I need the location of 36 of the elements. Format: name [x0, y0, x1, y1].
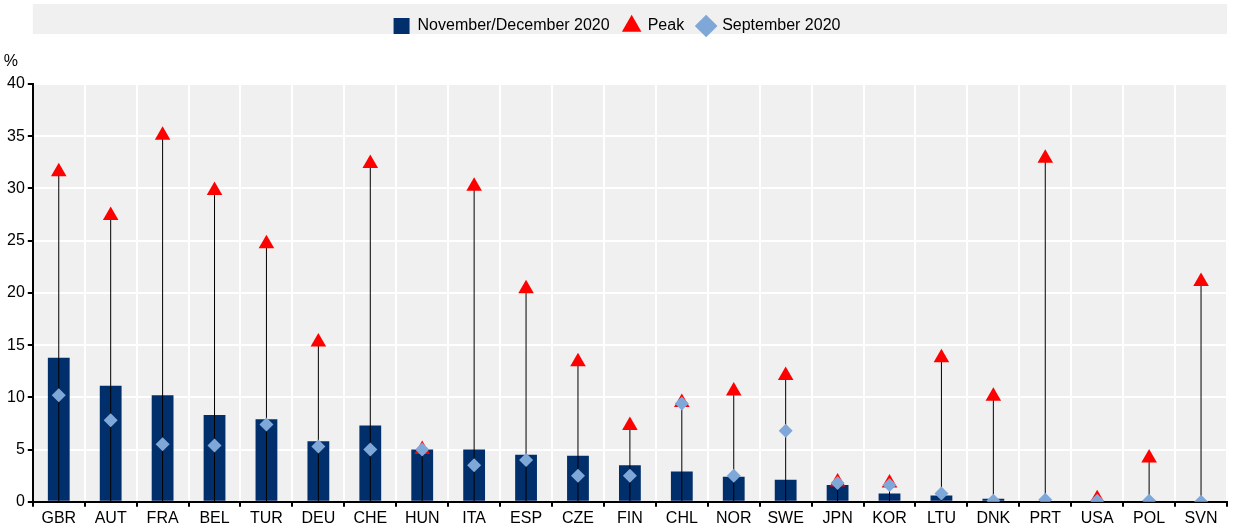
y-tick-label: 10 — [7, 387, 25, 405]
y-tick-label: 5 — [15, 439, 25, 457]
x-tick-label: NOR — [715, 508, 752, 526]
x-tick-label: PRT — [1029, 508, 1062, 526]
x-tick-label: FIN — [617, 508, 643, 526]
x-tick-label: JPN — [822, 508, 853, 526]
x-tick-label: DNK — [976, 508, 1011, 526]
x-tick-label: CHE — [353, 508, 388, 526]
y-tick-label: 20 — [7, 283, 25, 301]
x-tick-label: GBR — [41, 508, 77, 526]
y-axis-title: % — [3, 52, 18, 70]
y-tick-label: 15 — [7, 335, 25, 353]
x-tick-label: LTU — [926, 508, 956, 526]
x-tick-label: KOR — [872, 508, 907, 526]
x-tick-label: CZE — [561, 508, 594, 526]
y-tick-label: 35 — [7, 126, 25, 144]
y-tick-label: 0 — [15, 492, 25, 510]
y-tick-label: 40 — [7, 74, 25, 92]
x-tick-label: AUT — [94, 508, 127, 526]
x-tick-label: ESP — [510, 508, 543, 526]
x-tick-label: CHL — [665, 508, 698, 526]
x-tick-label: USA — [1080, 508, 1114, 526]
x-tick-label: DEU — [301, 508, 336, 526]
x-tick-label: ITA — [462, 508, 487, 526]
y-tick-label: 25 — [7, 231, 25, 249]
y-tick-label: 30 — [7, 178, 25, 196]
x-tick-label: SVN — [1184, 508, 1218, 526]
legend-label: September 2020 — [722, 16, 841, 34]
legend-label: Peak — [647, 16, 686, 34]
x-tick-label: POL — [1133, 508, 1166, 526]
x-tick-label: BEL — [199, 508, 230, 526]
x-tick-label: HUN — [404, 508, 440, 526]
x-tick-label: SWE — [767, 508, 804, 526]
x-tick-label: FRA — [146, 508, 179, 526]
x-tick-label: TUR — [250, 508, 283, 526]
legend-label: November/December 2020 — [417, 16, 610, 34]
